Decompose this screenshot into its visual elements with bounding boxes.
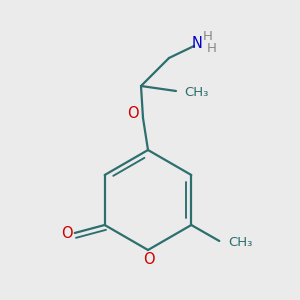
Text: H: H (203, 29, 213, 43)
Text: CH₃: CH₃ (228, 236, 253, 250)
Text: O: O (143, 253, 155, 268)
Text: O: O (127, 106, 139, 122)
Text: CH₃: CH₃ (184, 85, 208, 98)
Text: O: O (61, 226, 73, 242)
Text: H: H (207, 43, 217, 56)
Text: N: N (192, 37, 203, 52)
